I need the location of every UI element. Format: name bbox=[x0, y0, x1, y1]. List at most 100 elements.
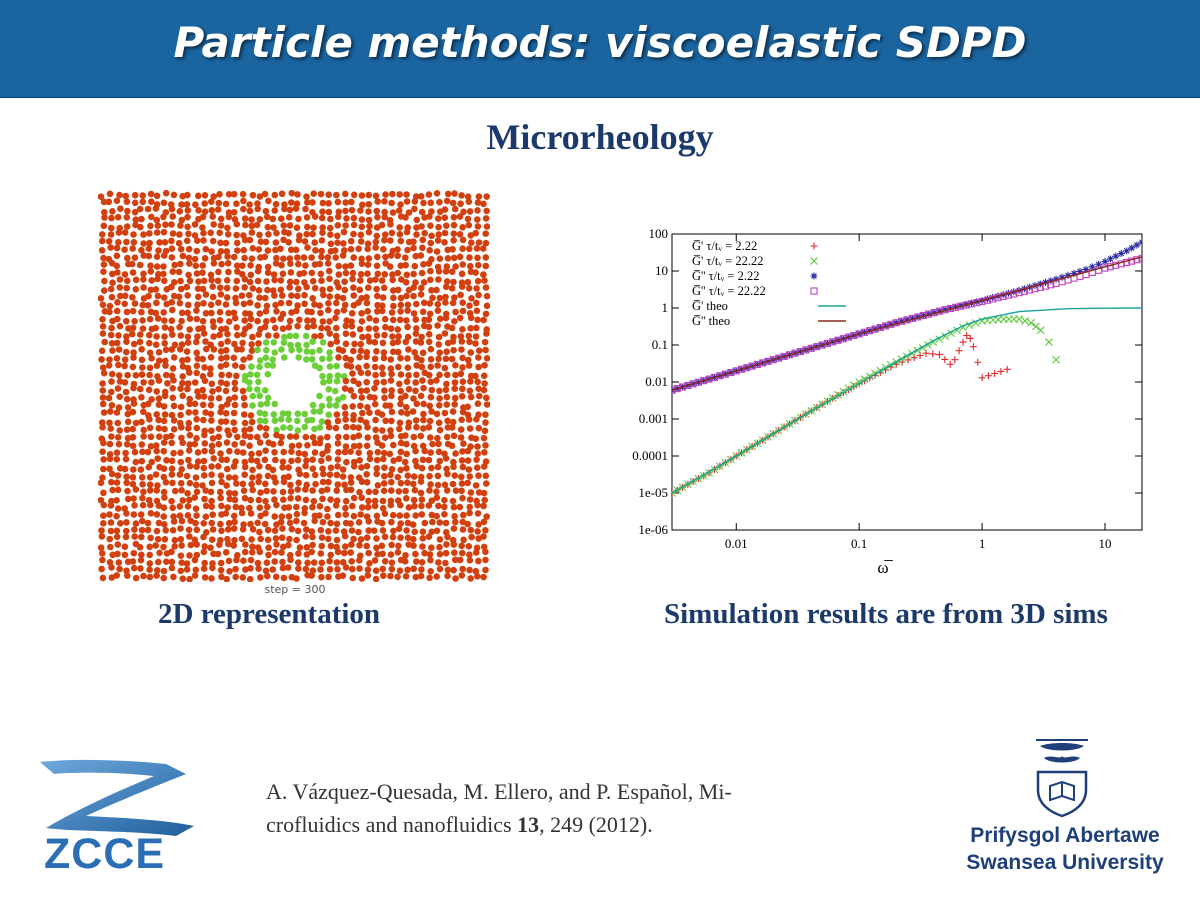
data-point bbox=[700, 377, 708, 385]
data-point bbox=[775, 354, 783, 362]
step-label: step = 300 bbox=[264, 583, 326, 596]
y-tick-label: 0.001 bbox=[639, 411, 668, 426]
data-point bbox=[991, 370, 999, 378]
data-point bbox=[1095, 260, 1103, 268]
x-tick-label: 0.1 bbox=[851, 536, 867, 551]
y-tick-label: 1e-06 bbox=[638, 522, 668, 537]
data-point bbox=[1058, 273, 1066, 281]
data-point bbox=[796, 347, 804, 356]
data-point bbox=[946, 360, 954, 368]
data-point bbox=[941, 306, 949, 314]
data-point bbox=[845, 333, 853, 341]
data-point bbox=[1004, 291, 1013, 299]
legend-swatch bbox=[810, 242, 818, 250]
series-1 bbox=[672, 332, 1011, 497]
data-point bbox=[839, 335, 847, 343]
zcce-logo bbox=[36, 758, 196, 878]
y-tick-label: 0.0001 bbox=[632, 448, 668, 463]
data-point bbox=[930, 309, 938, 317]
x-tick-label: 1 bbox=[979, 536, 986, 551]
section-subtitle: Microrheology bbox=[486, 117, 714, 157]
university-name: Prifysgol Abertawe Swansea University bbox=[966, 824, 1164, 874]
zcce-z-icon bbox=[40, 759, 194, 836]
data-point bbox=[1117, 250, 1125, 258]
title-banner: Particle methods: viscoelastic SDPD bbox=[0, 0, 1200, 98]
data-point bbox=[892, 319, 900, 327]
citation-line-1: A. Vázquez-Quesada, M. Ellero, and P. Es… bbox=[266, 779, 732, 804]
left-caption: 2D representation bbox=[158, 598, 381, 630]
data-point bbox=[818, 341, 826, 349]
data-point bbox=[753, 360, 761, 369]
x-tick-label: 0.01 bbox=[725, 536, 748, 551]
data-point bbox=[929, 350, 937, 358]
data-point bbox=[1106, 255, 1114, 263]
data-point bbox=[1076, 267, 1084, 275]
legend-swatch bbox=[810, 257, 818, 265]
rheology-chart: 1e-06 1e-05 0.0001 0.001 0.01 0.1 1 10 100 0.01 0.… bbox=[632, 226, 1143, 577]
data-point bbox=[903, 316, 911, 324]
series-5 bbox=[672, 307, 1142, 494]
data-point bbox=[689, 380, 697, 388]
series-line bbox=[672, 256, 1142, 391]
data-point bbox=[908, 314, 916, 322]
data-point bbox=[978, 374, 986, 382]
y-tick-label: 100 bbox=[649, 226, 669, 241]
data-point bbox=[769, 356, 777, 364]
data-point bbox=[997, 367, 1005, 375]
citation-line-2: crofluidics and nanofluidics 13, 249 (20… bbox=[266, 812, 653, 837]
legend-label: G̅'' τ/tᵥ = 22.22 bbox=[692, 284, 766, 298]
data-point bbox=[813, 343, 821, 351]
chart-legend: G̅' τ/tᵥ = 2.22G̅' τ/tᵥ = 22.22G̅'' τ/tᵥ… bbox=[692, 239, 846, 328]
data-point bbox=[1133, 241, 1141, 249]
data-point bbox=[951, 356, 959, 364]
legend-label: G̅' τ/tᵥ = 2.22 bbox=[692, 239, 757, 253]
data-point bbox=[1088, 263, 1096, 271]
data-point bbox=[1031, 322, 1040, 331]
zcce-wordmark: ZCCE bbox=[44, 830, 166, 878]
data-point bbox=[957, 302, 965, 310]
data-point bbox=[941, 355, 949, 363]
data-point bbox=[802, 346, 810, 354]
series-2 bbox=[672, 315, 1060, 497]
data-point bbox=[694, 378, 702, 386]
right-caption: Simulation results are from 3D sims bbox=[664, 598, 1108, 630]
data-point bbox=[969, 343, 977, 351]
data-point bbox=[855, 330, 863, 338]
y-tick-label: 1e-05 bbox=[638, 485, 668, 500]
legend-label: G̅' theo bbox=[692, 299, 728, 313]
citation-volume: 13 bbox=[517, 812, 540, 837]
data-point bbox=[955, 347, 963, 355]
series-4 bbox=[672, 254, 1142, 394]
slide-title: Particle methods: viscoelastic SDPD bbox=[173, 18, 1027, 67]
data-point bbox=[999, 292, 1007, 300]
data-point bbox=[738, 365, 746, 373]
data-point bbox=[984, 372, 992, 380]
data-point bbox=[673, 385, 681, 393]
legend-swatch bbox=[810, 272, 818, 280]
data-point bbox=[780, 352, 788, 361]
x-tick-label: 10 bbox=[1099, 536, 1112, 551]
data-point bbox=[1064, 271, 1072, 279]
data-point bbox=[672, 489, 676, 497]
data-point bbox=[759, 359, 767, 367]
data-point bbox=[959, 338, 967, 346]
data-point bbox=[1003, 365, 1011, 373]
data-point bbox=[1027, 318, 1035, 327]
legend-label: G̅'' theo bbox=[692, 314, 730, 328]
legend-swatch bbox=[810, 287, 818, 295]
data-point bbox=[936, 307, 944, 315]
data-point bbox=[887, 320, 895, 328]
data-point bbox=[850, 331, 858, 340]
data-point bbox=[994, 294, 1002, 302]
data-point bbox=[1138, 238, 1142, 246]
legend-label: G̅'' τ/tᵥ = 2.22 bbox=[692, 269, 759, 283]
data-point bbox=[684, 381, 692, 389]
data-point bbox=[764, 357, 772, 365]
data-point bbox=[1070, 269, 1078, 277]
data-point bbox=[791, 349, 799, 357]
swansea-crest-icon bbox=[1036, 739, 1088, 818]
data-point bbox=[1052, 355, 1060, 364]
data-point bbox=[807, 344, 815, 352]
data-point bbox=[1047, 277, 1055, 285]
data-point bbox=[914, 313, 922, 321]
